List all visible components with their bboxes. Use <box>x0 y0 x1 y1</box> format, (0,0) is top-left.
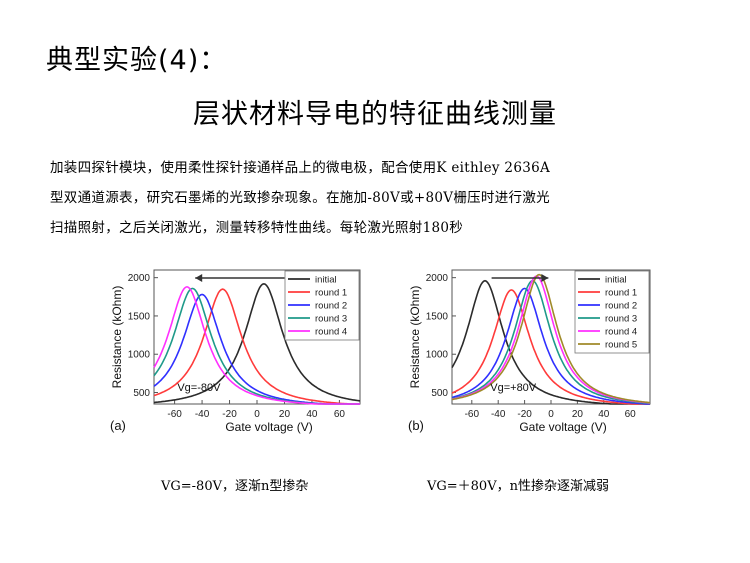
x-tick-label: 40 <box>598 409 610 420</box>
legend-entry: round 2 <box>605 301 637 312</box>
y-tick-label: 1500 <box>426 311 449 322</box>
legend-entry: initial <box>315 275 337 286</box>
series-line-initial <box>153 282 361 404</box>
x-axis-label: Gate voltage (V) <box>519 420 606 434</box>
legend-entry: round 3 <box>315 314 347 325</box>
x-tick-label: -20 <box>222 409 237 420</box>
y-tick-label: 1000 <box>128 350 151 361</box>
x-tick-label: 20 <box>279 409 291 420</box>
panel-label: (b) <box>408 418 424 433</box>
legend-entry: round 1 <box>315 288 347 299</box>
x-tick-label: -40 <box>195 409 210 420</box>
series-line-round-3 <box>451 279 651 405</box>
series-line-round-5 <box>451 273 651 404</box>
legend-entry: round 2 <box>315 301 347 312</box>
panel-label: (a) <box>110 418 126 433</box>
chart-a: -60 -40 -20 0 20 40 60 500 1000 1500 2000 Gate volt… <box>110 269 361 434</box>
caption-a: VG=-80V，逐渐n型掺杂 <box>161 479 309 494</box>
y-tick-label: 500 <box>431 388 448 399</box>
caption-b: VG=＋80V，n性掺杂逐渐减弱 <box>427 479 609 494</box>
x-tick-label: 60 <box>334 409 346 420</box>
x-tick-label: 40 <box>306 409 318 420</box>
x-tick-label: 60 <box>625 409 637 420</box>
series-line-round-1 <box>153 288 360 405</box>
x-tick-label: -60 <box>167 409 182 420</box>
legend-entry: round 3 <box>605 314 637 325</box>
slide-title: 典型实验(4)： <box>46 45 228 76</box>
y-tick-label: 1500 <box>128 311 151 322</box>
y-tick-label: 2000 <box>426 273 449 284</box>
x-tick-label: 0 <box>548 409 554 420</box>
legend-entry: round 4 <box>315 327 347 338</box>
x-tick-label: -60 <box>465 409 480 420</box>
series-line-round-4 <box>153 285 360 405</box>
legend-entry: round 5 <box>605 340 637 351</box>
gate-voltage-annotation: Vg=-80V <box>177 382 221 394</box>
series-line-round-2 <box>451 287 650 405</box>
y-tick-label: 2000 <box>128 273 151 284</box>
x-tick-label: 20 <box>572 409 584 420</box>
x-axis-label: Gate voltage (V) <box>225 420 312 434</box>
shift-arrow-head <box>541 274 549 282</box>
gate-voltage-annotation: Vg=+80V <box>490 382 537 394</box>
body-text-line: 型双通道源表，研究石墨烯的光致掺杂现象。在施加-80V或+80V栅压时进行激光 <box>50 190 550 206</box>
y-axis-label: Resistance (kOhm) <box>408 286 422 389</box>
chart-b: -60 -40 -20 0 20 40 60 500 1000 1500 2000 Gate volt… <box>408 269 651 434</box>
legend-entry: round 1 <box>605 288 637 299</box>
legend-box <box>574 270 650 354</box>
y-tick-label: 500 <box>133 388 150 399</box>
y-axis-label: Resistance (kOhm) <box>110 286 124 389</box>
series-line-initial <box>451 279 650 405</box>
x-tick-label: -20 <box>517 409 532 420</box>
body-text-line: 加装四探针模块，使用柔性探针接通样品上的微电极，配合使用K eithley 26… <box>50 160 551 176</box>
series-line-round-1 <box>451 289 650 405</box>
shift-arrow-head <box>195 274 203 282</box>
slide-subtitle: 层状材料导电的特征曲线测量 <box>193 99 557 130</box>
body-text-line: 扫描照射，之后关闭激光，测量转移特性曲线。每轮激光照射180秒 <box>50 220 464 236</box>
x-tick-label: -40 <box>491 409 506 420</box>
x-tick-label: 0 <box>254 409 260 420</box>
y-tick-label: 1000 <box>426 350 449 361</box>
legend-entry: round 4 <box>605 327 637 338</box>
legend-entry: initial <box>605 275 627 286</box>
